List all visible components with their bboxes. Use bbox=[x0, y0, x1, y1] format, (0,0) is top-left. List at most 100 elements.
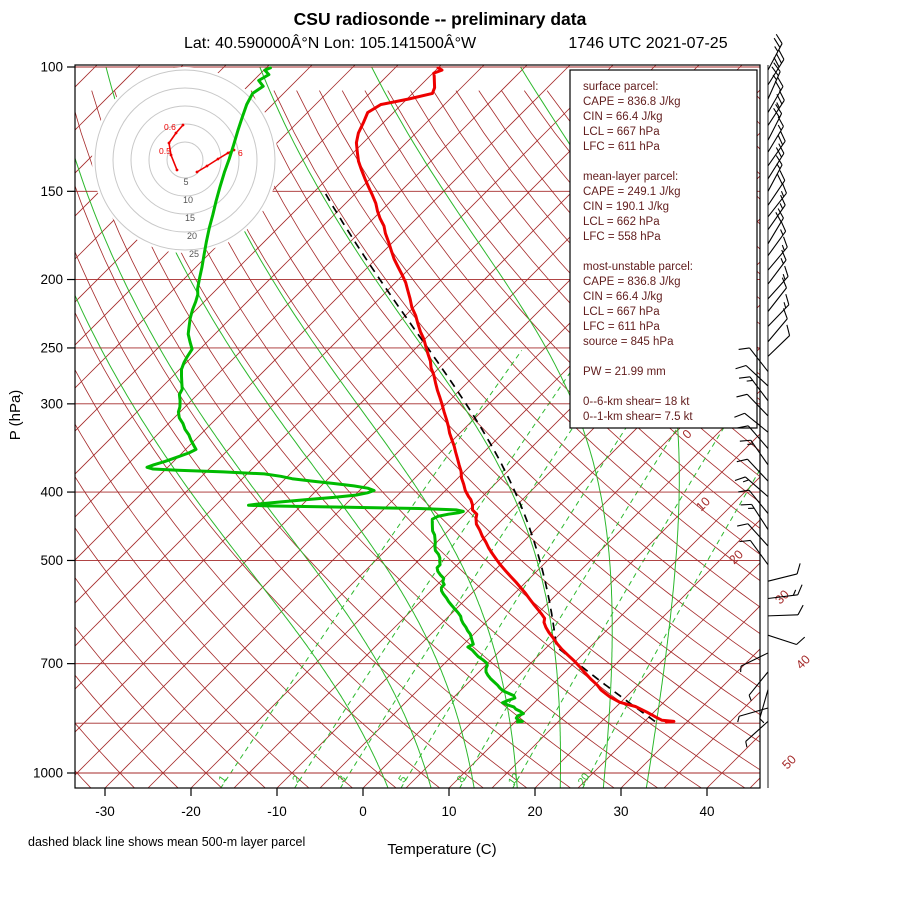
hodograph-trace-point bbox=[169, 153, 173, 157]
wind-barb bbox=[748, 671, 769, 701]
wind-barb bbox=[767, 143, 785, 180]
info-box-line: PW = 21.99 mm bbox=[583, 366, 666, 378]
wind-barb bbox=[767, 265, 789, 300]
hodograph-ring bbox=[112, 87, 258, 233]
info-box-line: LFC = 611 hPa bbox=[583, 321, 660, 333]
wind-barbs bbox=[734, 33, 806, 788]
wind-barb bbox=[767, 324, 791, 357]
wind-barb bbox=[767, 33, 783, 71]
wind-barb bbox=[738, 489, 769, 514]
info-box-line: LCL = 667 hPa bbox=[583, 306, 660, 318]
info-box-line: 0--6-km shear= 18 kt bbox=[583, 396, 690, 408]
hodograph-ring bbox=[94, 69, 276, 251]
wind-barb bbox=[759, 689, 769, 724]
hodograph-height-label: 0.6 bbox=[164, 122, 176, 132]
temperature-tick-label: 30 bbox=[613, 804, 628, 819]
hodograph-trace-point bbox=[195, 170, 199, 174]
info-box-line: LFC = 611 hPa bbox=[583, 141, 660, 153]
info-box-line: CAPE = 249.1 J/kg bbox=[583, 186, 681, 198]
info-box-line: CAPE = 836.8 J/kg bbox=[583, 96, 681, 108]
mixing-ratio-label: 1 bbox=[216, 773, 229, 785]
hodograph-backdrop bbox=[92, 67, 278, 253]
info-box-line: most-unstable parcel: bbox=[583, 261, 693, 273]
wind-barb bbox=[767, 182, 787, 218]
wind-barb bbox=[738, 347, 769, 372]
info-box-line: CIN = 190.1 J/kg bbox=[583, 201, 669, 213]
wind-barb bbox=[767, 116, 784, 153]
temperature-trace bbox=[354, 66, 676, 724]
wind-barb bbox=[767, 76, 784, 113]
info-box-line: LFC = 558 hPa bbox=[583, 231, 661, 243]
y-axis-label: P (hPa) bbox=[7, 390, 24, 441]
wind-barb bbox=[739, 439, 769, 466]
wind-barb bbox=[737, 707, 769, 723]
info-box: surface parcel: CAPE = 836.8 J/kg CIN = 66… bbox=[569, 69, 758, 429]
wind-barb bbox=[736, 458, 769, 482]
wind-barb bbox=[740, 503, 769, 530]
wind-barb bbox=[738, 376, 769, 402]
wind-barb bbox=[767, 130, 786, 167]
pressure-tick-label: 700 bbox=[40, 656, 63, 671]
hodograph-ring-label: 20 bbox=[187, 231, 197, 241]
info-box-line: CAPE = 836.8 J/kg bbox=[583, 276, 681, 288]
pressure-tick-label: 200 bbox=[40, 272, 63, 287]
moist-adiabats bbox=[75, 66, 680, 788]
wind-barb bbox=[767, 62, 781, 100]
wind-barb bbox=[739, 539, 769, 566]
plot-frame bbox=[74, 64, 761, 789]
dewpoint-trace bbox=[145, 66, 525, 724]
info-box-line: CIN = 66.4 J/kg bbox=[583, 291, 663, 303]
hodograph-trace-point bbox=[181, 123, 185, 127]
pressure-tick-label: 500 bbox=[40, 553, 63, 568]
pressure-tick-label: 1000 bbox=[33, 766, 63, 781]
wind-barb bbox=[767, 563, 801, 582]
wind-barb bbox=[767, 155, 783, 192]
hodograph-trace-point bbox=[205, 164, 209, 168]
wind-barb bbox=[737, 523, 769, 547]
temperature-tick-label: 10 bbox=[441, 804, 456, 819]
chart-title: CSU radiosonde -- preliminary data bbox=[294, 9, 587, 29]
info-box-line: source = 845 hPa bbox=[583, 336, 674, 348]
hodograph-ring bbox=[130, 105, 240, 215]
wind-barb bbox=[767, 584, 803, 600]
temperature-tick-label: -10 bbox=[267, 804, 287, 819]
wind-barb bbox=[767, 294, 790, 327]
hodograph-ring-label: 15 bbox=[185, 213, 195, 223]
temperature-tick-label: -20 bbox=[181, 804, 201, 819]
hodograph: 5 10 15 20 25 0.6 0.5 6 bbox=[92, 67, 278, 259]
wind-barb bbox=[737, 425, 769, 449]
wind-barb bbox=[736, 393, 769, 417]
info-box-frame bbox=[569, 69, 758, 429]
wind-barb bbox=[767, 170, 786, 206]
wind-barb bbox=[734, 476, 769, 498]
wind-barb bbox=[745, 720, 769, 748]
temperature-tick-label: 40 bbox=[699, 804, 714, 819]
info-box-line: LCL = 662 hPa bbox=[583, 216, 660, 228]
x-axis-label: Temperature (C) bbox=[387, 841, 496, 858]
mixing-ratio-label: 3 bbox=[336, 773, 349, 785]
hodograph-height-label: 6 bbox=[238, 148, 243, 158]
hodograph-ring-label: 25 bbox=[189, 249, 199, 259]
hodograph-height-label: 0.5 bbox=[159, 146, 171, 156]
hodograph-ring bbox=[148, 123, 222, 197]
mixing-ratio-label: 2 bbox=[290, 773, 303, 785]
wind-barb bbox=[767, 604, 804, 617]
parcel-trace bbox=[323, 190, 656, 723]
wind-barb bbox=[767, 634, 806, 645]
info-box-line: mean-layer parcel: bbox=[583, 171, 678, 183]
mixing-ratio-label: 5 bbox=[396, 773, 409, 785]
chart-subtitle-datetime: 1746 UTC 2021-07-25 bbox=[568, 35, 727, 52]
temperature-tick-label: 0 bbox=[359, 804, 367, 819]
temperature-tick-label: -30 bbox=[95, 804, 115, 819]
wind-barb bbox=[734, 412, 769, 433]
wind-barb bbox=[767, 194, 786, 231]
wind-barb bbox=[767, 249, 787, 285]
wind-barb bbox=[735, 364, 769, 387]
sounding-traces bbox=[145, 66, 676, 724]
info-box-line: 0--1-km shear= 7.5 kt bbox=[583, 411, 693, 423]
mixing-ratio-lines bbox=[220, 350, 760, 788]
info-box-line: LCL = 667 hPa bbox=[583, 126, 660, 138]
